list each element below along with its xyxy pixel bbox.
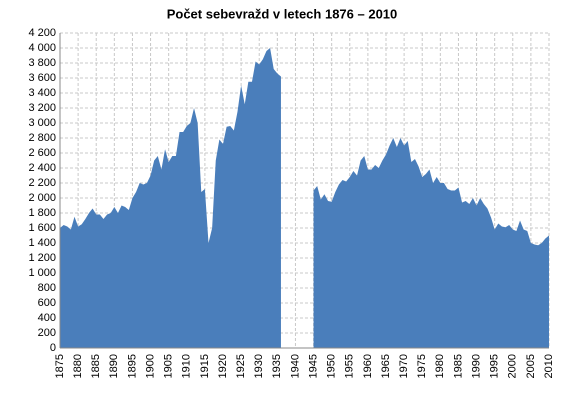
x-tick-label: 1995	[489, 354, 501, 378]
y-tick-label: 1 600	[28, 222, 56, 234]
y-tick-label: 600	[38, 297, 56, 309]
area	[60, 48, 549, 348]
x-tick-label: 1880	[72, 354, 84, 378]
x-tick-label: 1935	[271, 354, 283, 378]
x-tick-label: 1970	[398, 354, 410, 378]
x-tick-label: 1945	[307, 354, 319, 378]
x-tick-label: 2010	[543, 354, 555, 378]
x-tick-label: 1950	[326, 354, 338, 378]
x-tick-label: 1900	[144, 354, 156, 378]
y-tick-label: 200	[38, 327, 56, 339]
y-tick-label: 3 200	[28, 102, 56, 114]
y-tick-label: 3 800	[28, 57, 56, 69]
y-tick-label: 2 600	[28, 147, 56, 159]
x-tick-label: 1890	[108, 354, 120, 378]
y-tick-label: 800	[38, 282, 56, 294]
y-tick-label: 4 200	[28, 27, 56, 39]
x-tick-label: 1940	[289, 354, 301, 378]
y-tick-label: 1 800	[28, 207, 56, 219]
x-tick-label: 1930	[253, 354, 265, 378]
x-tick-label: 1990	[470, 354, 482, 378]
y-tick-label: 1 200	[28, 252, 56, 264]
x-tick-label: 1915	[199, 354, 211, 378]
x-tick-label: 1910	[181, 354, 193, 378]
y-tick-label: 2 400	[28, 162, 56, 174]
y-tick-label: 400	[38, 312, 56, 324]
x-tick-label: 1975	[416, 354, 428, 378]
x-tick-label: 1920	[217, 354, 229, 378]
y-tick-label: 1 000	[28, 267, 56, 279]
x-tick-label: 1965	[380, 354, 392, 378]
x-tick-label: 2005	[525, 354, 537, 378]
x-tick-label: 1875	[54, 354, 66, 378]
x-tick-label: 2000	[507, 354, 519, 378]
y-tick-label: 4 000	[28, 42, 56, 54]
y-tick-label: 2 000	[28, 192, 56, 204]
x-tick-label: 1885	[90, 354, 102, 378]
x-tick-label: 1980	[434, 354, 446, 378]
y-tick-label: 2 800	[28, 132, 56, 144]
y-tick-label: 0	[50, 342, 56, 354]
x-tick-label: 1955	[344, 354, 356, 378]
y-tick-label: 3 600	[28, 72, 56, 84]
x-tick-label: 1960	[362, 354, 374, 378]
x-tick-label: 1905	[163, 354, 175, 378]
y-tick-label: 2 200	[28, 177, 56, 189]
chart-title: Počet sebevražd v letech 1876 – 2010	[167, 6, 398, 21]
x-tick-label: 1895	[126, 354, 138, 378]
x-tick-label: 1985	[452, 354, 464, 378]
y-tick-label: 3 400	[28, 87, 56, 99]
x-tick-label: 1925	[235, 354, 247, 378]
y-tick-label: 1 400	[28, 237, 56, 249]
y-tick-label: 3 000	[28, 117, 56, 129]
